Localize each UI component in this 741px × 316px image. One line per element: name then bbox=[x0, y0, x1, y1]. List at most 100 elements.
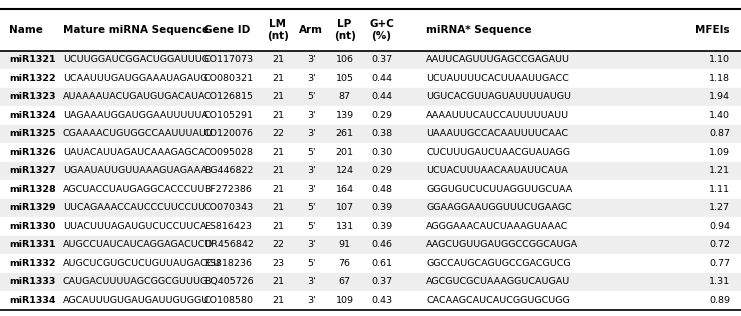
Bar bbox=[0, 291, 741, 310]
Text: CO095028: CO095028 bbox=[204, 148, 253, 157]
Text: CO117073: CO117073 bbox=[204, 55, 254, 64]
Text: 3': 3' bbox=[307, 296, 316, 305]
Bar bbox=[0, 51, 741, 69]
Text: miR1324: miR1324 bbox=[9, 111, 56, 120]
Text: 1.10: 1.10 bbox=[709, 55, 730, 64]
Text: miR1325: miR1325 bbox=[9, 129, 56, 138]
Bar bbox=[0, 254, 741, 273]
Text: 131: 131 bbox=[336, 222, 353, 231]
Text: 3': 3' bbox=[307, 111, 316, 120]
Text: 0.37: 0.37 bbox=[371, 55, 392, 64]
Text: miR1333: miR1333 bbox=[9, 277, 56, 286]
Bar bbox=[0, 125, 741, 143]
Text: 0.48: 0.48 bbox=[371, 185, 392, 194]
Text: CGAAAACUGUGGCCAAUUUAUU: CGAAAACUGUGGCCAAUUUAUU bbox=[63, 129, 214, 138]
Text: miR1327: miR1327 bbox=[9, 166, 56, 175]
Text: 0.44: 0.44 bbox=[371, 92, 392, 101]
Text: AGCUACCUAUGAGGCACCCUU: AGCUACCUAUGAGGCACCCUU bbox=[63, 185, 205, 194]
Text: CO105291: CO105291 bbox=[204, 111, 253, 120]
Text: CO126815: CO126815 bbox=[204, 92, 253, 101]
Text: G+C: G+C bbox=[369, 19, 394, 29]
Text: 106: 106 bbox=[336, 55, 353, 64]
Text: 0.43: 0.43 bbox=[371, 296, 392, 305]
Text: 105: 105 bbox=[336, 74, 353, 83]
Text: 3': 3' bbox=[307, 240, 316, 249]
Bar bbox=[0, 180, 741, 199]
Text: miR1330: miR1330 bbox=[9, 222, 56, 231]
Text: CAUGACUUUUAGCGGCGUUUG: CAUGACUUUUAGCGGCGUUUG bbox=[63, 277, 208, 286]
Text: 0.38: 0.38 bbox=[371, 129, 392, 138]
Text: miR1322: miR1322 bbox=[9, 74, 56, 83]
Text: miR1331: miR1331 bbox=[9, 240, 56, 249]
Text: CO108580: CO108580 bbox=[204, 296, 253, 305]
Text: (%): (%) bbox=[372, 31, 391, 41]
Text: 1.27: 1.27 bbox=[709, 204, 730, 212]
Text: CO070343: CO070343 bbox=[204, 204, 254, 212]
Text: CO080321: CO080321 bbox=[204, 74, 254, 83]
Text: (nt): (nt) bbox=[267, 31, 289, 41]
Text: 5': 5' bbox=[307, 259, 316, 268]
Text: 21: 21 bbox=[272, 148, 284, 157]
Text: 0.29: 0.29 bbox=[371, 111, 392, 120]
Text: 3': 3' bbox=[307, 129, 316, 138]
Text: 1.18: 1.18 bbox=[709, 74, 730, 83]
Text: miR1334: miR1334 bbox=[9, 296, 56, 305]
Text: AAGCUGUUGAUGGCCGGCAUGA: AAGCUGUUGAUGGCCGGCAUGA bbox=[426, 240, 578, 249]
Bar bbox=[0, 161, 741, 180]
Text: UUACUUUAGAUGUCUCCUUCA: UUACUUUAGAUGUCUCCUUCA bbox=[63, 222, 206, 231]
Text: MFEIs: MFEIs bbox=[695, 25, 730, 35]
Bar bbox=[0, 88, 741, 106]
Text: miR1332: miR1332 bbox=[9, 259, 56, 268]
Text: 0.46: 0.46 bbox=[371, 240, 392, 249]
Text: 21: 21 bbox=[272, 166, 284, 175]
Text: 3': 3' bbox=[307, 166, 316, 175]
Text: 0.30: 0.30 bbox=[371, 148, 392, 157]
Text: AAUUCAGUUUGAGCCGAGAUU: AAUUCAGUUUGAGCCGAGAUU bbox=[426, 55, 570, 64]
Text: AGCGUCGCUAAAGGUCAUGAU: AGCGUCGCUAAAGGUCAUGAU bbox=[426, 277, 571, 286]
Text: Mature miRNA Sequence: Mature miRNA Sequence bbox=[63, 25, 209, 35]
Text: 21: 21 bbox=[272, 111, 284, 120]
Text: GGAAGGAAUGGUUUCUGAAGC: GGAAGGAAUGGUUUCUGAAGC bbox=[426, 204, 572, 212]
Text: 5': 5' bbox=[307, 92, 316, 101]
Text: 21: 21 bbox=[272, 55, 284, 64]
Text: Gene ID: Gene ID bbox=[204, 25, 250, 35]
Text: miRNA* Sequence: miRNA* Sequence bbox=[426, 25, 532, 35]
Text: (nt): (nt) bbox=[333, 31, 356, 41]
Text: 21: 21 bbox=[272, 92, 284, 101]
Text: AUGCCUAUCAUCAGGAGACUCU: AUGCCUAUCAUCAGGAGACUCU bbox=[63, 240, 213, 249]
Text: UCUACUUUAACAAUAUUCAUA: UCUACUUUAACAAUAUUCAUA bbox=[426, 166, 568, 175]
Text: 0.39: 0.39 bbox=[371, 204, 392, 212]
Text: 67: 67 bbox=[339, 277, 350, 286]
Bar bbox=[0, 199, 741, 217]
Bar bbox=[0, 273, 741, 291]
Text: UGUCACGUUAGUAUUUUAUGU: UGUCACGUUAGUAUUUUAUGU bbox=[426, 92, 571, 101]
Text: 3': 3' bbox=[307, 277, 316, 286]
Text: 0.89: 0.89 bbox=[709, 296, 730, 305]
Bar bbox=[0, 236, 741, 254]
Text: UAGAAAUGGAUGGAAUUUUUA: UAGAAAUGGAUGGAAUUUUUA bbox=[63, 111, 208, 120]
Text: LM: LM bbox=[270, 19, 286, 29]
Text: 21: 21 bbox=[272, 185, 284, 194]
Text: miR1321: miR1321 bbox=[9, 55, 56, 64]
Text: 0.87: 0.87 bbox=[709, 129, 730, 138]
Text: 3': 3' bbox=[307, 74, 316, 83]
Text: miR1326: miR1326 bbox=[9, 148, 56, 157]
Text: GGGUGUCUCUUAGGUUGCUAA: GGGUGUCUCUUAGGUUGCUAA bbox=[426, 185, 572, 194]
Text: 107: 107 bbox=[336, 204, 353, 212]
Text: 0.39: 0.39 bbox=[371, 222, 392, 231]
Text: ES816423: ES816423 bbox=[204, 222, 252, 231]
Text: 22: 22 bbox=[272, 240, 284, 249]
Text: UCUUGGAUCGGACUGGAUUUG: UCUUGGAUCGGACUGGAUUUG bbox=[63, 55, 209, 64]
Text: 5': 5' bbox=[307, 148, 316, 157]
Text: 0.77: 0.77 bbox=[709, 259, 730, 268]
Text: 0.44: 0.44 bbox=[371, 74, 392, 83]
Text: UGAAUAUUGUUAAAGUAGAAA: UGAAUAUUGUUAAAGUAGAAA bbox=[63, 166, 207, 175]
Text: 109: 109 bbox=[336, 296, 353, 305]
Text: UUCAGAAACCAUCCCUUCCUU: UUCAGAAACCAUCCCUUCCUU bbox=[63, 204, 205, 212]
Text: CUCUUUGAUCUAACGUAUAGG: CUCUUUGAUCUAACGUAUAGG bbox=[426, 148, 570, 157]
Text: UCAAUUUGAUGGAAAUAGAUG: UCAAUUUGAUGGAAAUAGAUG bbox=[63, 74, 207, 83]
Bar bbox=[0, 69, 741, 88]
Text: miR1329: miR1329 bbox=[9, 204, 56, 212]
Text: 261: 261 bbox=[336, 129, 353, 138]
Text: miR1328: miR1328 bbox=[9, 185, 56, 194]
